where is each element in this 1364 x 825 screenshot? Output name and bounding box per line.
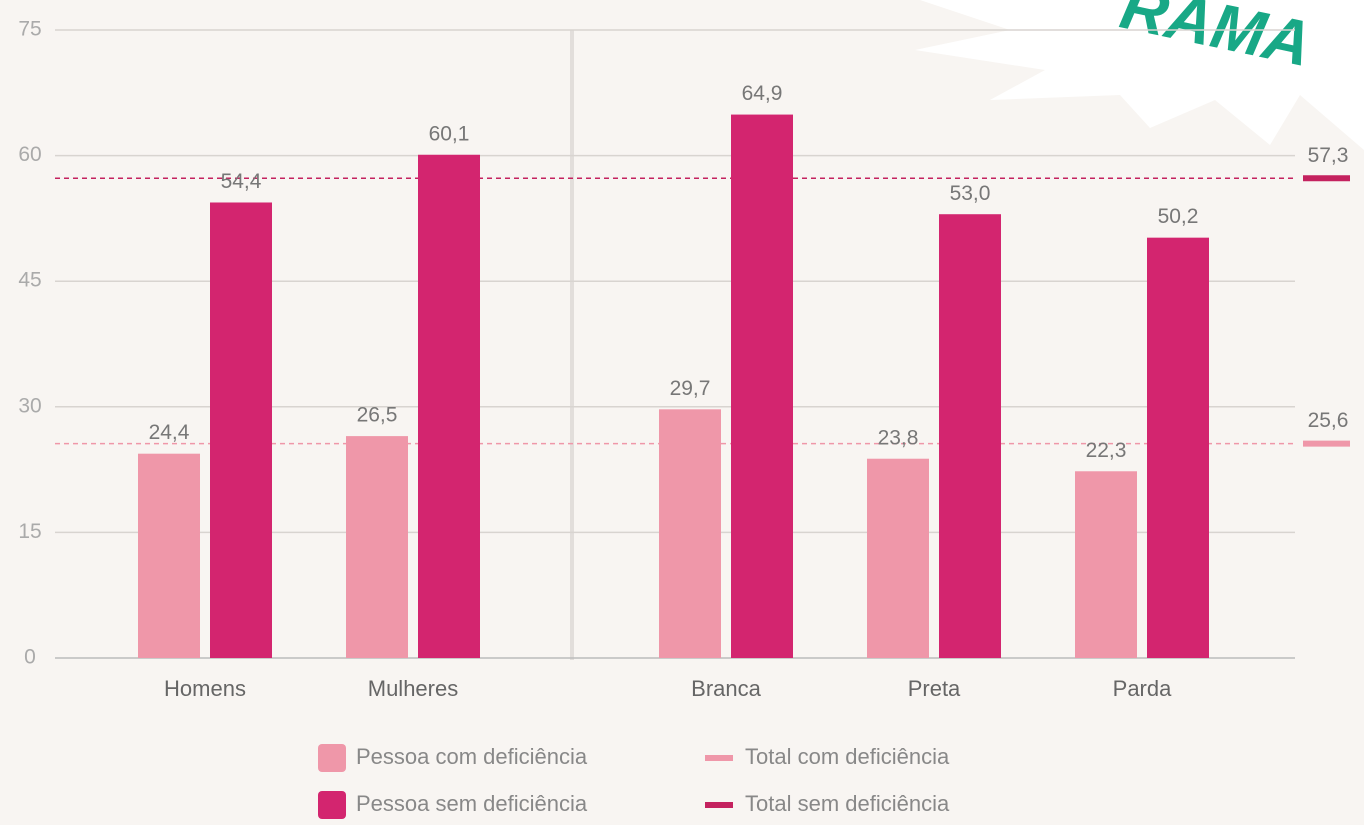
- y-tick-label: 30: [18, 394, 41, 417]
- bar: [867, 459, 929, 658]
- bar: [346, 436, 408, 658]
- x-tick-label: Branca: [691, 676, 761, 701]
- value-label: 24,4: [149, 421, 190, 444]
- bar: [731, 115, 793, 658]
- value-label: 64,9: [742, 82, 783, 105]
- y-tick-label: 45: [18, 269, 41, 292]
- legend-label: Total sem deficiência: [745, 791, 950, 816]
- y-tick-label: 75: [18, 18, 41, 41]
- value-label: 22,3: [1086, 439, 1127, 462]
- bar: [210, 202, 272, 658]
- y-tick-label: 0: [24, 646, 36, 669]
- value-label: 26,5: [357, 404, 398, 427]
- x-tick-label: Preta: [908, 676, 961, 701]
- bar: [1147, 238, 1209, 658]
- x-tick-label: Homens: [164, 676, 246, 701]
- chart: RAMA 0153045607525,657,3Homens24,454,4Mu…: [0, 0, 1364, 825]
- legend-swatch: [318, 744, 346, 772]
- bar: [418, 155, 480, 658]
- bar: [1075, 471, 1137, 658]
- y-tick-label: 15: [18, 520, 41, 543]
- reference-label: 57,3: [1308, 144, 1349, 167]
- value-label: 50,2: [1158, 205, 1199, 228]
- reference-label: 25,6: [1308, 409, 1349, 432]
- value-label: 54,4: [221, 170, 262, 193]
- legend-label: Total com deficiência: [745, 744, 950, 769]
- value-label: 53,0: [950, 182, 991, 205]
- value-label: 60,1: [429, 122, 470, 145]
- bar: [659, 409, 721, 658]
- value-label: 29,7: [670, 377, 711, 400]
- legend-label: Pessoa com deficiência: [356, 744, 588, 769]
- x-tick-label: Mulheres: [368, 676, 458, 701]
- y-tick-label: 60: [18, 143, 41, 166]
- value-label: 23,8: [878, 426, 919, 449]
- legend-label: Pessoa sem deficiência: [356, 791, 588, 816]
- bar: [939, 214, 1001, 658]
- legend-swatch: [318, 791, 346, 819]
- bar: [138, 454, 200, 658]
- x-tick-label: Parda: [1113, 676, 1172, 701]
